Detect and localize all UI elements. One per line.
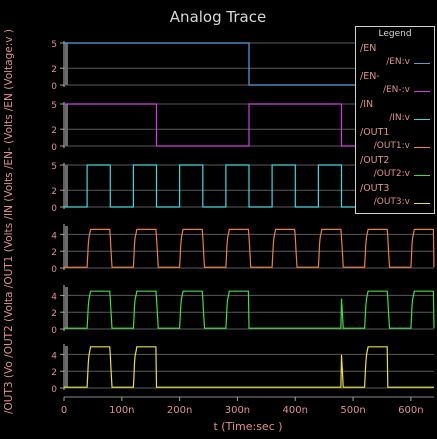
initial-transient xyxy=(65,226,68,268)
y-tick-label: 0 xyxy=(51,385,57,395)
y-tick-label: 2 xyxy=(51,248,57,258)
panel-5: 0 2 4 xyxy=(51,285,435,336)
y-tick-label: 2 xyxy=(51,368,57,378)
y-tick-label: 0 xyxy=(51,326,57,336)
legend-swatch xyxy=(414,91,430,92)
legend-signal-label: /EN-:v xyxy=(382,85,410,95)
panel-2: 0 2 5 xyxy=(51,101,434,153)
legend-series-name: /OUT2 xyxy=(360,155,390,166)
legend-series-name: /IN xyxy=(360,99,374,110)
legend-swatch xyxy=(414,63,430,64)
legend-swatch xyxy=(414,147,430,148)
y-tick-label: 0 xyxy=(51,265,57,275)
x-axis-label: t (Time:sec ) xyxy=(213,420,282,433)
y-tick-label: 4 xyxy=(51,231,57,241)
legend-series-name: /EN- xyxy=(360,71,380,82)
y-axis-label: /EN- (Volts xyxy=(3,114,15,172)
x-tick-label: 100n xyxy=(109,405,134,416)
panel-4: 0 2 4 xyxy=(51,224,435,275)
legend-swatch xyxy=(414,203,430,204)
initial-transient xyxy=(65,104,68,146)
y-axis-label: /OUT3 (Vo xyxy=(3,361,15,414)
legend-signal-label: /OUT2:v xyxy=(373,169,410,179)
legend-title: Legend xyxy=(378,29,412,39)
initial-transient xyxy=(65,287,68,329)
legend-signal-label: /EN:v xyxy=(386,57,410,67)
legend-swatch xyxy=(414,175,430,176)
y-tick-label: 4 xyxy=(51,351,57,361)
y-axis-label: /IN (Volts xyxy=(3,172,15,223)
x-tick-label: 400n xyxy=(283,405,308,416)
initial-transient xyxy=(65,43,68,85)
chart-title: Analog Trace xyxy=(170,8,266,26)
series-line-out2 xyxy=(64,290,435,329)
x-tick-label: 600n xyxy=(398,405,423,416)
series-line-en xyxy=(64,103,434,147)
legend-series-name: /EN xyxy=(360,43,377,54)
series-line-out1 xyxy=(64,228,435,268)
legend-signal-label: /IN:v xyxy=(389,113,410,123)
y-tick-label: 2 xyxy=(51,126,57,136)
x-tick-label: 300n xyxy=(225,405,250,416)
y-tick-label: 2 xyxy=(51,65,57,75)
legend-signal-label: /OUT1:v xyxy=(373,141,410,151)
legend-series-name: /OUT1 xyxy=(360,127,390,138)
y-tick-label: 0 xyxy=(51,82,57,92)
panel-6: 0 2 4 xyxy=(51,344,434,395)
y-axis-labels: /OUT3 (Vo /OUT2 (Volta /OUT1 (Volts /IN … xyxy=(3,29,15,414)
legend-signal-label: /OUT3:v xyxy=(373,197,410,207)
y-tick-label: 5 xyxy=(51,101,57,111)
legend-swatch xyxy=(414,119,430,120)
series-line-out3 xyxy=(64,346,434,388)
legend: Legend /EN/EN:v/EN-/EN-:v/IN/IN:v/OUT1/O… xyxy=(355,26,435,214)
y-tick-label: 2 xyxy=(51,309,57,319)
initial-transient xyxy=(65,165,68,207)
y-axis-label: /OUT2 (Volta xyxy=(3,292,15,362)
y-tick-label: 2 xyxy=(51,187,57,197)
y-tick-label: 5 xyxy=(51,40,57,50)
y-tick-label: 0 xyxy=(51,204,57,214)
series-line-en xyxy=(64,42,434,86)
y-axis-label: /OUT1 (Volts xyxy=(3,223,15,292)
y-tick-label: 0 xyxy=(51,143,57,153)
initial-transient xyxy=(65,346,68,388)
x-tick-label: 200n xyxy=(167,405,192,416)
x-tick-label: 0 xyxy=(61,405,67,416)
y-axis-label: /EN (Voltage:v ) xyxy=(3,29,15,114)
legend-series-name: /OUT3 xyxy=(360,183,390,194)
y-tick-label: 4 xyxy=(51,292,57,302)
x-tick-label: 500n xyxy=(340,405,365,416)
y-tick-label: 5 xyxy=(51,162,57,172)
